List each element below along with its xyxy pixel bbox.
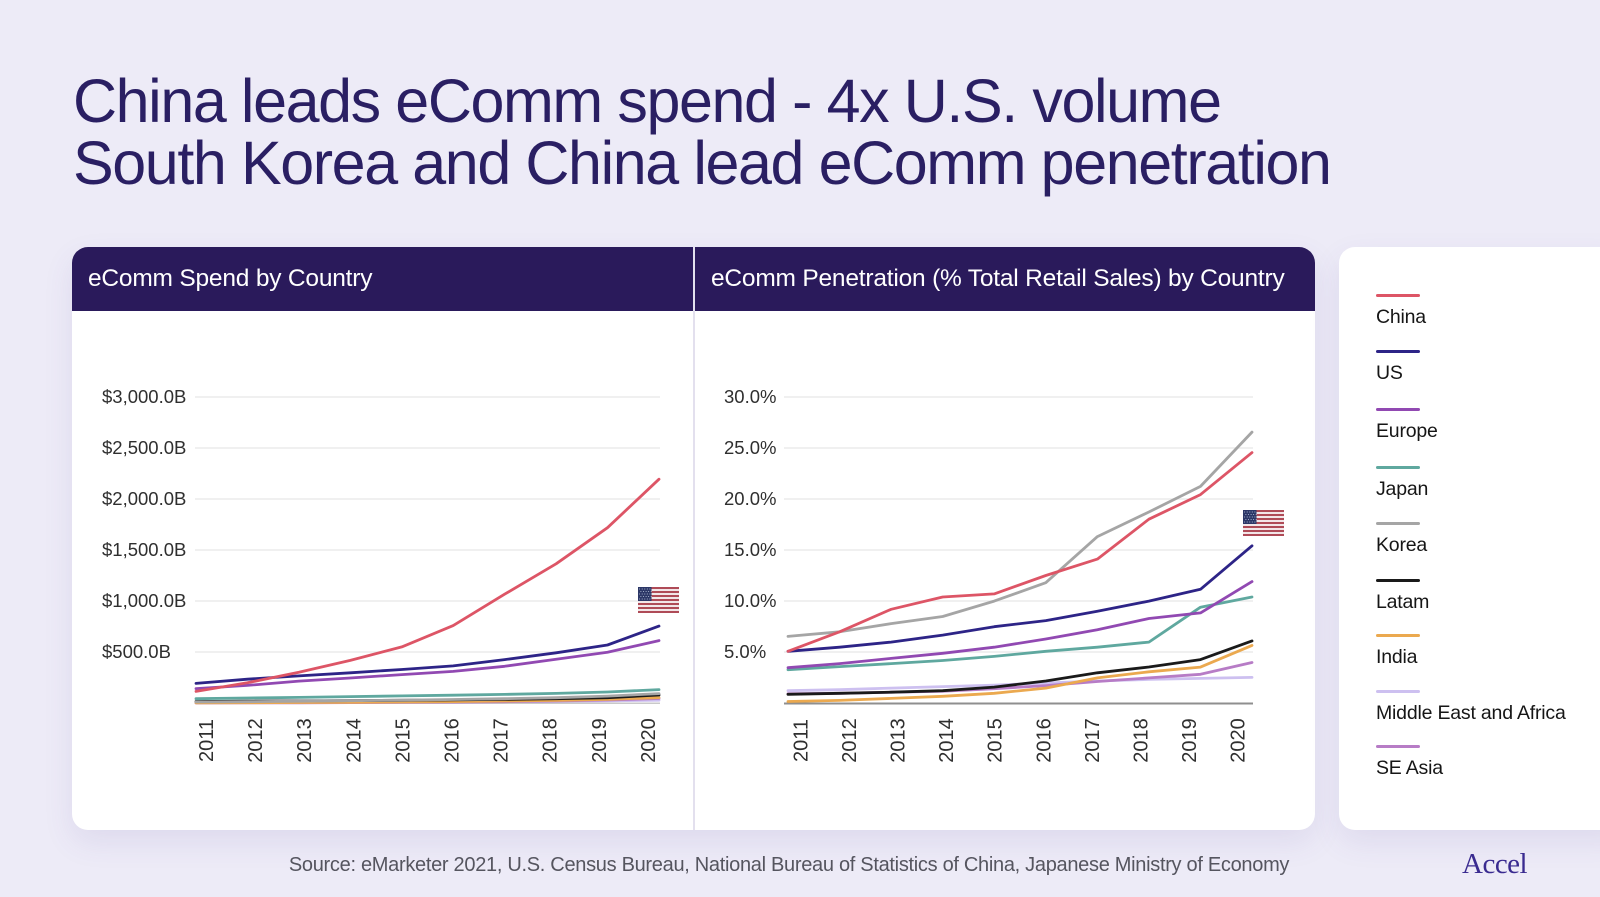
- svg-text:$3,000.0B: $3,000.0B: [102, 386, 186, 407]
- svg-text:2020: 2020: [1228, 718, 1250, 763]
- svg-text:30.0%: 30.0%: [724, 386, 776, 407]
- svg-text:2019: 2019: [1179, 718, 1201, 763]
- svg-text:$2,500.0B: $2,500.0B: [102, 437, 186, 458]
- svg-text:10.0%: 10.0%: [724, 590, 776, 611]
- svg-text:25.0%: 25.0%: [724, 437, 776, 458]
- svg-text:20.0%: 20.0%: [724, 488, 776, 509]
- svg-text:15.0%: 15.0%: [724, 539, 776, 560]
- svg-text:$1,000.0B: $1,000.0B: [102, 590, 186, 611]
- svg-text:2014: 2014: [343, 718, 365, 763]
- svg-text:$500.0B: $500.0B: [102, 641, 171, 662]
- svg-text:2015: 2015: [985, 718, 1007, 763]
- svg-text:2019: 2019: [589, 718, 611, 763]
- svg-text:2011: 2011: [791, 719, 813, 762]
- svg-text:2018: 2018: [1130, 718, 1152, 763]
- svg-text:2016: 2016: [442, 718, 464, 763]
- svg-text:2013: 2013: [294, 718, 316, 763]
- svg-text:2013: 2013: [888, 718, 910, 763]
- svg-text:2012: 2012: [839, 718, 861, 763]
- svg-text:2018: 2018: [540, 718, 562, 763]
- svg-text:2012: 2012: [245, 718, 267, 763]
- svg-text:2017: 2017: [491, 718, 513, 763]
- svg-text:2014: 2014: [936, 718, 958, 763]
- svg-text:$1,500.0B: $1,500.0B: [102, 539, 186, 560]
- svg-text:2011: 2011: [196, 719, 218, 762]
- svg-text:5.0%: 5.0%: [724, 641, 766, 662]
- svg-text:2015: 2015: [392, 718, 414, 763]
- svg-text:2016: 2016: [1033, 718, 1055, 763]
- svg-text:2020: 2020: [638, 718, 660, 763]
- svg-text:$2,000.0B: $2,000.0B: [102, 488, 186, 509]
- svg-text:2017: 2017: [1082, 718, 1104, 763]
